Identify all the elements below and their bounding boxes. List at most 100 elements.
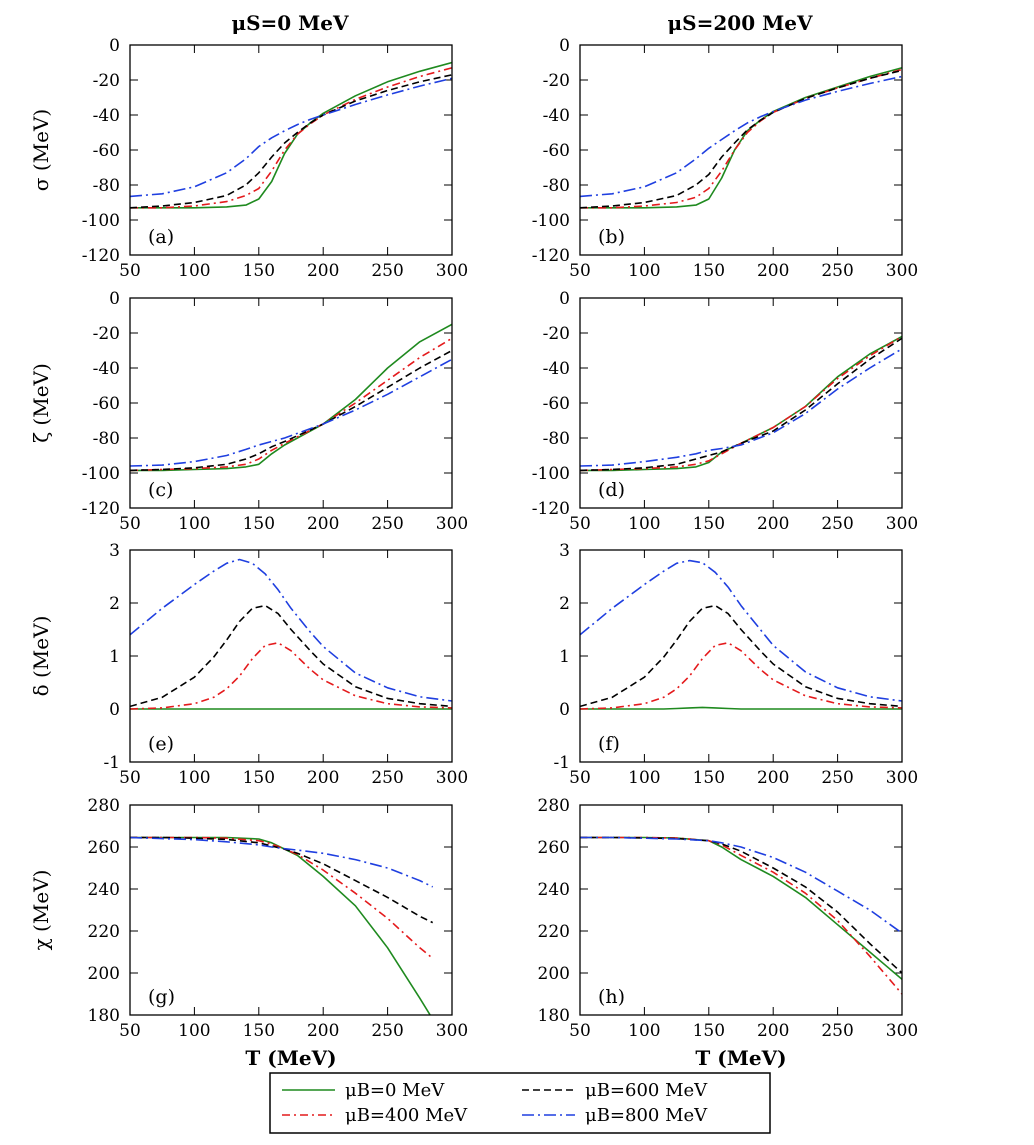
plot-frame — [579, 297, 903, 509]
y-tick-label: -120 — [532, 499, 570, 519]
y-tick-label: 1 — [109, 647, 120, 667]
y-tick-label: -80 — [543, 429, 570, 449]
y-tick-label: 2 — [559, 594, 570, 614]
y-tick-label: 0 — [109, 289, 120, 309]
series-line-800MeV — [580, 559, 902, 702]
x-tick-label: 300 — [436, 1021, 468, 1041]
y-axis-title: χ (MeV) — [29, 870, 53, 951]
panel-d: 50 100 150 200 250 300 0 -20 -40 -60 -80 -100 -120 (d… — [532, 289, 918, 534]
plot-frame — [129, 804, 453, 1016]
series-line-600MeV — [130, 604, 452, 708]
y-tick-label: 180 — [538, 1006, 570, 1026]
legend: μB=0 MeV μB=400 MeV μB=600 MeV μB=800 Me… — [269, 1072, 771, 1134]
y-tick-label: -80 — [543, 176, 570, 196]
x-tick-label: 250 — [821, 1021, 853, 1041]
y-tick-label: -80 — [93, 176, 120, 196]
y-tick-label: 2 — [109, 594, 120, 614]
x-tick-label: 50 — [569, 261, 591, 281]
y-tick-label: -100 — [532, 464, 570, 484]
y-tick-label: -40 — [543, 359, 570, 379]
y-tick-label: -1 — [103, 753, 120, 773]
x-tick-label: 200 — [307, 261, 339, 281]
x-tick-label: 200 — [307, 514, 339, 534]
y-tick-label: 0 — [109, 700, 120, 720]
y-tick-label: -40 — [93, 359, 120, 379]
x-tick-label: 250 — [371, 514, 403, 534]
x-tick-label: 200 — [307, 1021, 339, 1041]
panel-label: (d) — [598, 479, 625, 501]
legend-box — [269, 1072, 771, 1134]
series-line-0MeV — [580, 335, 902, 472]
panel-c: 50 100 150 200 250 300 0 -20 -40 -60 -80 -100 -120 (c… — [29, 289, 468, 534]
plot-frame — [129, 297, 453, 509]
x-tick-label: 150 — [243, 1021, 275, 1041]
x-tick-label: 150 — [693, 261, 725, 281]
x-tick-label: 200 — [757, 1021, 789, 1041]
x-tick-label: 300 — [436, 514, 468, 534]
series-line-800MeV — [580, 348, 902, 467]
series-line-400MeV — [130, 337, 452, 472]
series-line-600MeV — [580, 69, 902, 209]
plot-frame — [129, 44, 453, 256]
series-line-0MeV — [130, 836, 432, 1015]
y-tick-label: -1 — [553, 753, 570, 773]
panel-e: 50 100 150 200 250 300 3 2 1 0 -1 (e) δ (MeV) — [29, 541, 468, 788]
y-tick-label: -80 — [93, 429, 120, 449]
y-tick-label: 0 — [109, 36, 120, 56]
x-tick-label: 250 — [371, 1021, 403, 1041]
x-tick-label: 200 — [307, 768, 339, 788]
y-tick-label: 280 — [88, 796, 120, 816]
panel-g: 50 100 150 200 250 300 280 260 240 220 200 180 (g) χ … — [29, 796, 468, 1041]
y-tick-label: 200 — [88, 964, 120, 984]
y-tick-label: -120 — [532, 246, 570, 266]
legend-label-3: μB=800 MeV — [585, 1105, 708, 1126]
x-tick-label: 300 — [886, 261, 918, 281]
y-tick-label: 260 — [538, 838, 570, 858]
x-axis-title-left: T (MeV) — [245, 1046, 336, 1070]
y-tick-label: -120 — [82, 246, 120, 266]
y-tick-label: 200 — [538, 964, 570, 984]
x-axis-title-right: T (MeV) — [695, 1046, 786, 1070]
series-line-800MeV — [580, 75, 902, 198]
y-tick-label: -20 — [543, 324, 570, 344]
series-line-800MeV — [130, 77, 452, 198]
x-tick-label: 150 — [243, 768, 275, 788]
x-tick-label: 250 — [371, 261, 403, 281]
series-line-600MeV — [580, 604, 902, 708]
y-tick-label: -100 — [82, 211, 120, 231]
series-line-400MeV — [580, 836, 902, 995]
y-tick-label: 3 — [559, 541, 570, 561]
y-axis-title: σ (MeV) — [29, 109, 53, 191]
x-tick-label: 200 — [757, 768, 789, 788]
x-tick-label: 150 — [693, 1021, 725, 1041]
y-tick-label: 240 — [88, 880, 120, 900]
panel-label: (b) — [598, 226, 625, 248]
x-tick-label: 300 — [886, 768, 918, 788]
y-tick-label: -40 — [93, 106, 120, 126]
series-line-600MeV — [130, 74, 452, 209]
plot-frame — [579, 549, 903, 763]
y-axis-title: ζ (MeV) — [29, 363, 53, 443]
panel-label: (f) — [598, 733, 620, 755]
y-tick-label: -60 — [93, 394, 120, 414]
x-tick-label: 200 — [757, 514, 789, 534]
series-line-600MeV — [130, 349, 452, 472]
y-tick-label: -60 — [543, 394, 570, 414]
y-tick-label: 180 — [88, 1006, 120, 1026]
x-tick-label: 100 — [628, 1021, 660, 1041]
x-tick-label: 150 — [243, 514, 275, 534]
legend-label-1: μB=400 MeV — [345, 1105, 468, 1126]
x-tick-label: 300 — [886, 514, 918, 534]
x-tick-label: 50 — [569, 768, 591, 788]
y-tick-label: -20 — [93, 324, 120, 344]
x-tick-label: 150 — [693, 768, 725, 788]
y-tick-label: 280 — [538, 796, 570, 816]
x-tick-label: 100 — [628, 768, 660, 788]
plot-frame — [579, 44, 903, 256]
y-tick-label: -100 — [82, 464, 120, 484]
x-tick-label: 50 — [569, 1021, 591, 1041]
x-tick-label: 250 — [821, 768, 853, 788]
x-tick-label: 250 — [371, 768, 403, 788]
y-axis-title: δ (MeV) — [29, 616, 53, 697]
y-tick-label: -40 — [543, 106, 570, 126]
